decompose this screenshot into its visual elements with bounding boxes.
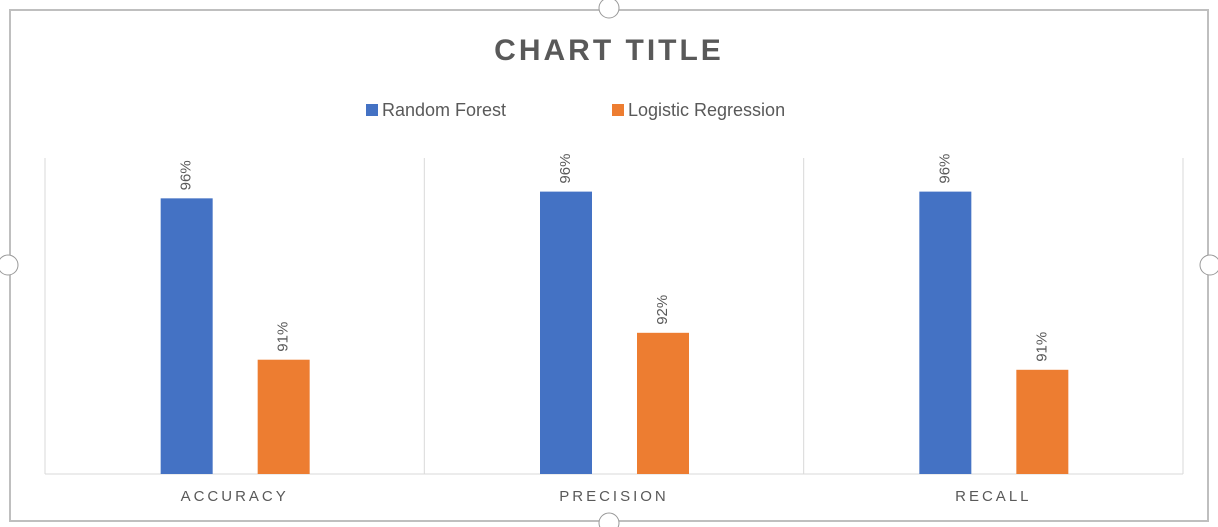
x-tick-label: PRECISION [559, 488, 669, 505]
data-label: 96% [557, 154, 574, 184]
data-label: 91% [1033, 332, 1050, 362]
bar [540, 191, 592, 475]
legend-swatch [612, 104, 624, 116]
legend-label: Random Forest [382, 100, 506, 120]
data-label: 96% [936, 154, 953, 184]
legend-swatch [366, 104, 378, 116]
data-label: 91% [275, 322, 292, 352]
bar [637, 332, 689, 474]
resize-handle[interactable] [598, 0, 620, 19]
data-label: 92% [654, 295, 671, 325]
resize-handle[interactable] [598, 512, 620, 527]
resize-handle[interactable] [0, 254, 19, 276]
legend-label: Logistic Regression [628, 100, 785, 120]
x-tick-label: ACCURACY [181, 488, 289, 505]
data-label: 96% [178, 160, 195, 190]
bar [160, 198, 213, 474]
bar [919, 191, 972, 475]
bar [1016, 369, 1069, 474]
x-tick-label: RECALL [955, 488, 1031, 505]
resize-handle[interactable] [1199, 254, 1218, 276]
chart-title: CHART TITLE [494, 34, 724, 67]
bar [257, 359, 310, 474]
